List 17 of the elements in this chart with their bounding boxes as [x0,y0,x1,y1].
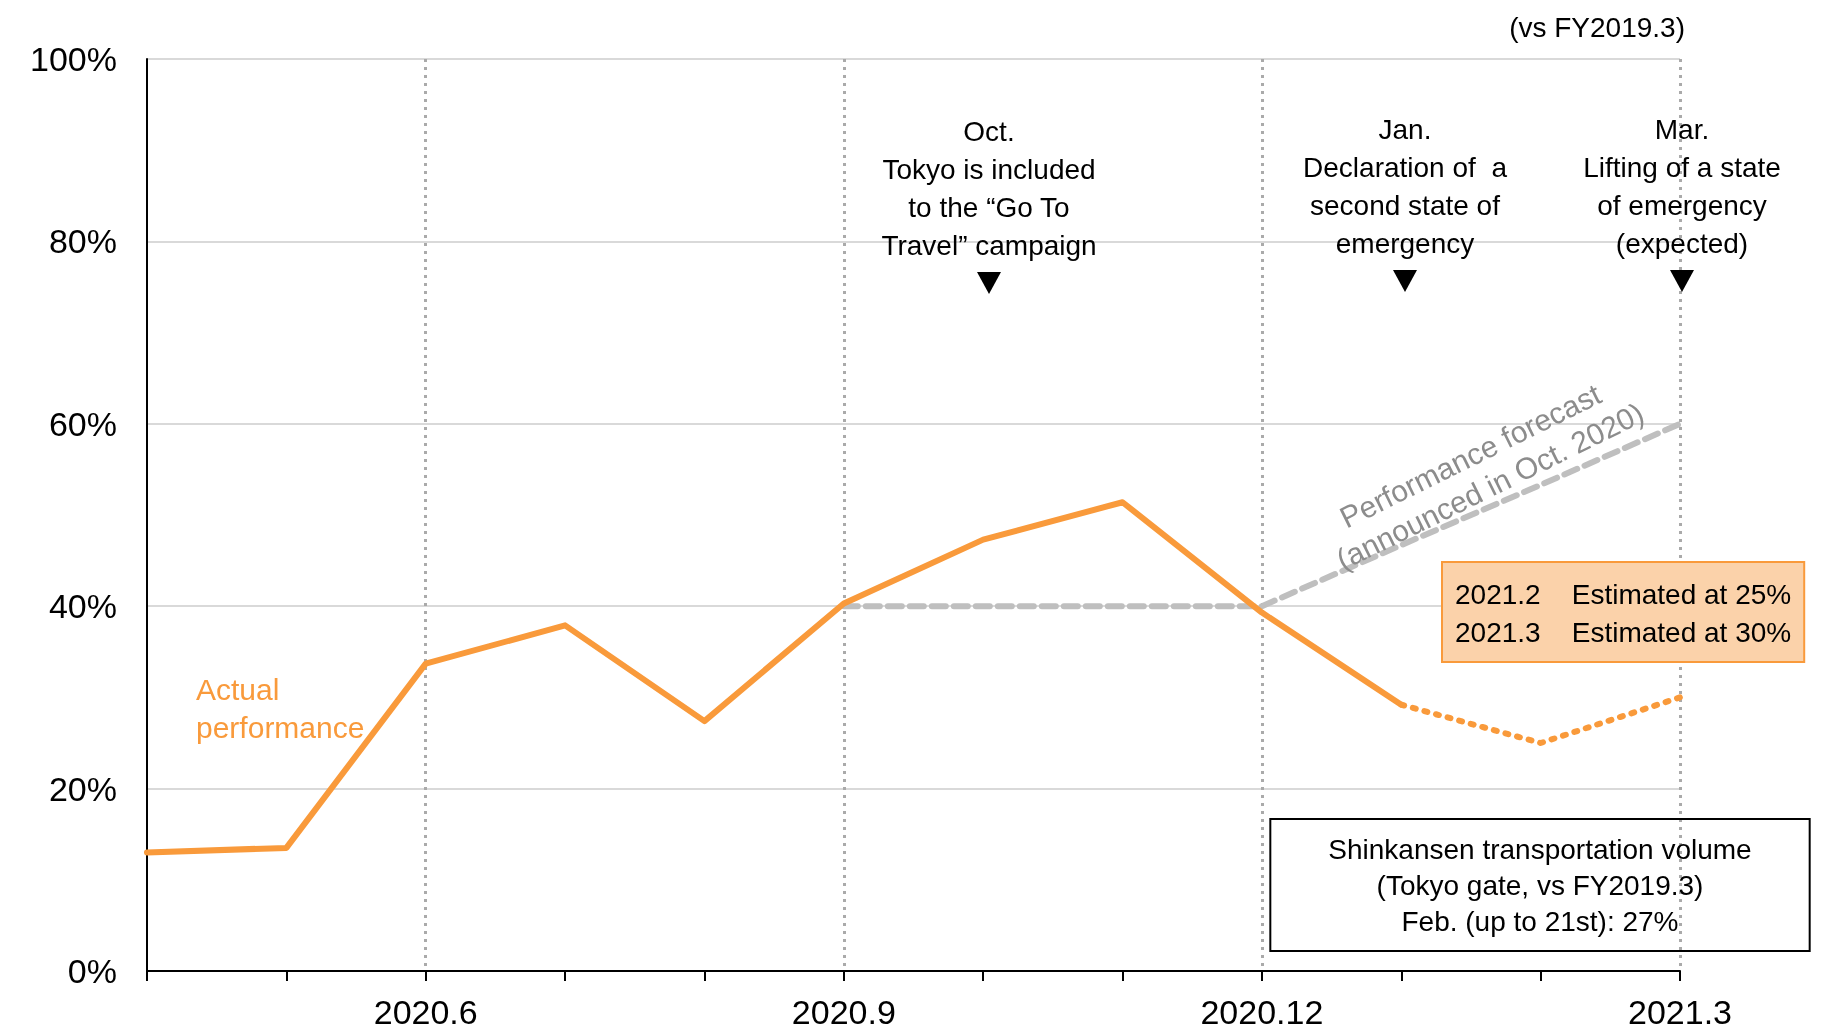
y-tick-label: 20% [48,769,117,808]
annotation: Jan. Declaration of a second state of emergency [1303,113,1508,259]
series-label: Actual performance [196,672,365,744]
text: (vs FY2019.3) [1509,11,1685,43]
y-tick-label: 60% [48,404,117,443]
annotation: Oct. Tokyo is included to the “Go To Travel” campaign [881,115,1097,261]
x-tick-label: 2020.12 [1200,993,1324,1031]
y-tick-label: 40% [48,587,117,626]
annotation: Mar. Lifting of a state of emergency (expected) [1583,113,1781,259]
x-tick-label: 2021.3 [1628,993,1732,1031]
y-tick-label: 0% [67,952,117,990]
y-tick-label: 80% [48,222,117,261]
annotation: 2021.2 Estimated at 25% 2021.3 Estimated at 30% [1455,578,1792,648]
y-tick-label: 100% [30,40,117,78]
annotation: Shinkansen transportation volume (Tokyo gate, vs FY2019.3) Feb. (up to 21st): 27% [1328,833,1752,937]
x-tick-label: 2020.6 [373,993,478,1031]
x-tick-label: 2020.9 [791,993,896,1031]
